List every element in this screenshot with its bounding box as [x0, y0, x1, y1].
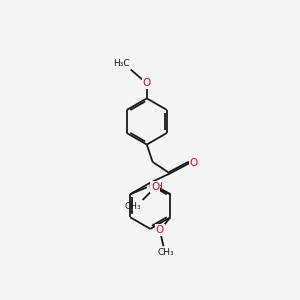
Text: OH: OH — [148, 182, 163, 192]
Text: O: O — [190, 158, 198, 168]
Text: CH₃: CH₃ — [158, 248, 174, 257]
Text: H₃C: H₃C — [113, 59, 130, 68]
Text: CH₃: CH₃ — [125, 202, 141, 211]
Text: O: O — [143, 78, 151, 88]
Text: O: O — [156, 225, 164, 235]
Text: O: O — [151, 182, 159, 192]
